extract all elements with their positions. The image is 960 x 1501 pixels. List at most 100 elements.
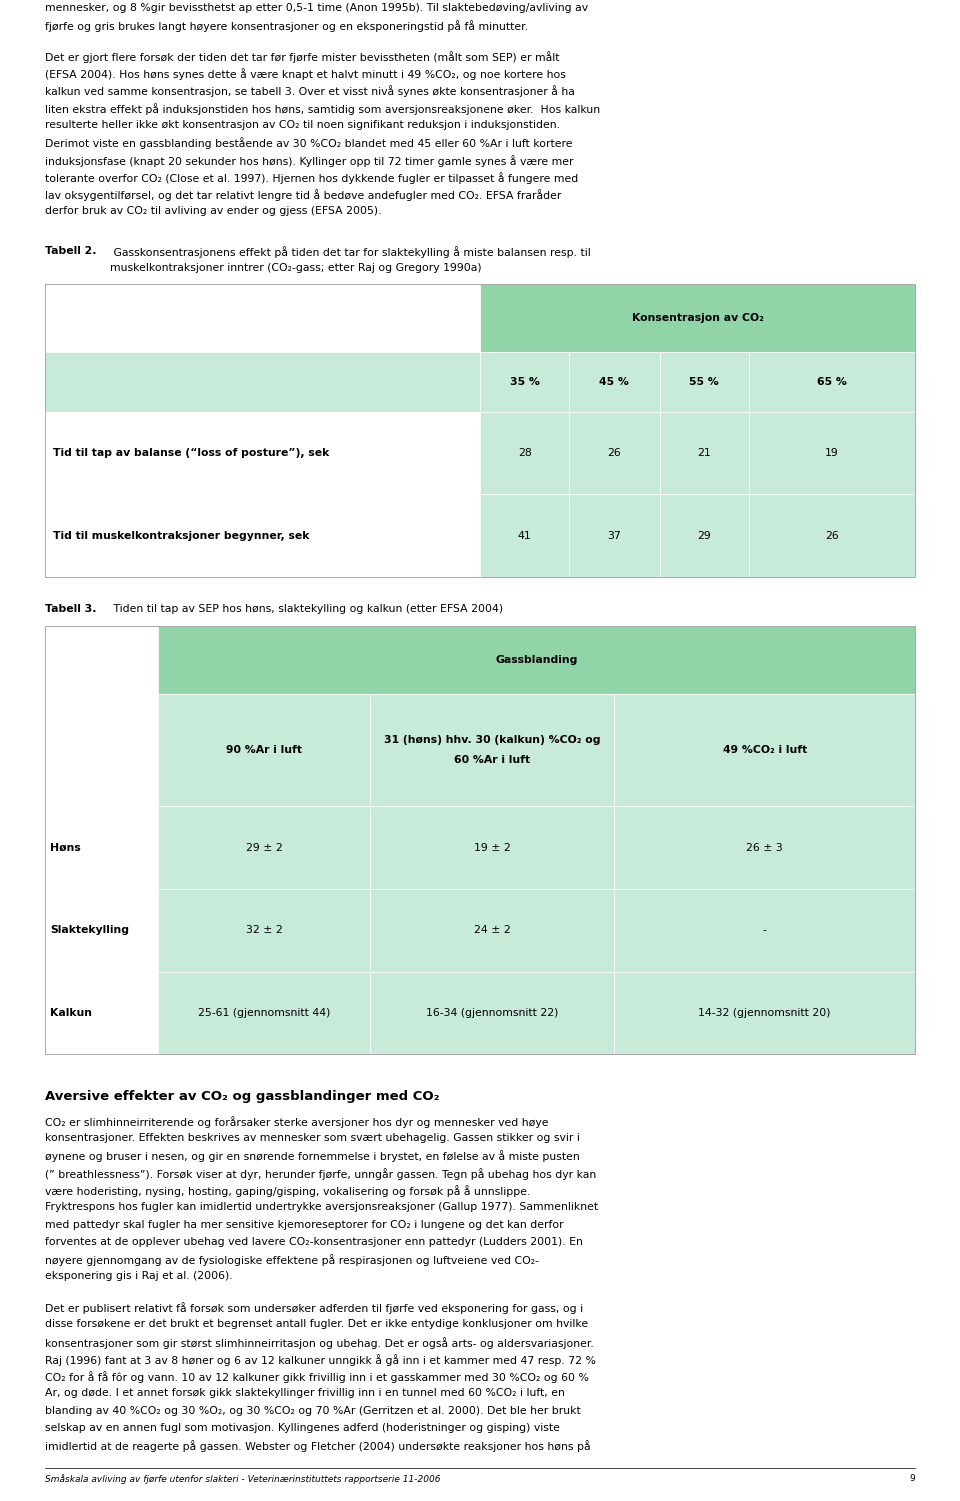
Text: med pattedyr skal fugler ha mer sensitive kjemoreseptorer for CO₂ i lungene og d: med pattedyr skal fugler ha mer sensitiv… xyxy=(45,1219,564,1229)
Text: 26: 26 xyxy=(608,447,621,458)
Text: 29 ± 2: 29 ± 2 xyxy=(246,842,282,853)
FancyBboxPatch shape xyxy=(45,351,480,411)
Text: 24 ± 2: 24 ± 2 xyxy=(473,925,511,935)
Text: Konsentrasjon av CO₂: Konsentrasjon av CO₂ xyxy=(632,312,763,323)
Text: 19 ± 2: 19 ± 2 xyxy=(473,842,511,853)
Text: Det er publisert relativt få forsøk som undersøker adferden til fjørfe ved ekspo: Det er publisert relativt få forsøk som … xyxy=(45,1301,584,1313)
Text: øynene og bruser i nesen, og gir en snørende fornemmelse i brystet, en følelse a: øynene og bruser i nesen, og gir en snør… xyxy=(45,1150,580,1162)
Text: konsentrasjoner. Effekten beskrives av mennesker som svært ubehagelig. Gassen st: konsentrasjoner. Effekten beskrives av m… xyxy=(45,1133,580,1144)
FancyBboxPatch shape xyxy=(45,971,158,1054)
Text: 16-34 (gjennomsnitt 22): 16-34 (gjennomsnitt 22) xyxy=(426,1007,558,1018)
Text: Tabell 2.: Tabell 2. xyxy=(45,246,97,257)
Text: Tabell 3.: Tabell 3. xyxy=(45,603,97,614)
Text: imidlertid at de reagerte på gassen. Webster og Fletcher (2004) undersøkte reaks: imidlertid at de reagerte på gassen. Web… xyxy=(45,1439,590,1451)
Text: 45 %: 45 % xyxy=(599,377,630,387)
Text: Tiden til tap av SEP hos høns, slaktekylling og kalkun (etter EFSA 2004): Tiden til tap av SEP hos høns, slaktekyl… xyxy=(110,603,504,614)
Text: 41: 41 xyxy=(517,530,532,540)
FancyBboxPatch shape xyxy=(660,494,749,576)
Text: Fryktrespons hos fugler kan imidlertid undertrykke aversjonsreaksjoner (Gallup 1: Fryktrespons hos fugler kan imidlertid u… xyxy=(45,1202,598,1213)
FancyBboxPatch shape xyxy=(660,351,749,411)
FancyBboxPatch shape xyxy=(614,889,915,971)
Text: 28: 28 xyxy=(517,447,532,458)
Text: Slaktekylling: Slaktekylling xyxy=(50,925,129,935)
Text: Aversive effekter av CO₂ og gassblandinger med CO₂: Aversive effekter av CO₂ og gassblanding… xyxy=(45,1090,440,1103)
FancyBboxPatch shape xyxy=(480,351,569,411)
Text: 25-61 (gjennomsnitt 44): 25-61 (gjennomsnitt 44) xyxy=(198,1007,330,1018)
Text: kalkun ved samme konsentrasjon, se tabell 3. Over et visst nivå synes økte konse: kalkun ved samme konsentrasjon, se tabel… xyxy=(45,86,575,98)
FancyBboxPatch shape xyxy=(749,494,915,576)
FancyBboxPatch shape xyxy=(614,693,915,806)
FancyBboxPatch shape xyxy=(45,411,480,494)
Text: Gassblanding: Gassblanding xyxy=(495,654,578,665)
Text: blanding av 40 %CO₂ og 30 %O₂, og 30 %CO₂ og 70 %Ar (Gerritzen et al. 2000). Det: blanding av 40 %CO₂ og 30 %O₂, og 30 %CO… xyxy=(45,1405,581,1415)
Text: Kalkun: Kalkun xyxy=(50,1007,92,1018)
Text: 26 ± 3: 26 ± 3 xyxy=(746,842,783,853)
Text: 29: 29 xyxy=(697,530,711,540)
FancyBboxPatch shape xyxy=(370,889,614,971)
FancyBboxPatch shape xyxy=(158,971,370,1054)
FancyBboxPatch shape xyxy=(480,411,569,494)
FancyBboxPatch shape xyxy=(158,806,370,889)
Text: 65 %: 65 % xyxy=(817,377,847,387)
Text: selskap av en annen fugl som motivasjon. Kyllingenes adferd (hoderistninger og g: selskap av en annen fugl som motivasjon.… xyxy=(45,1423,560,1433)
Text: 37: 37 xyxy=(608,530,621,540)
FancyBboxPatch shape xyxy=(45,889,158,971)
Text: Tid til muskelkontraksjoner begynner, sek: Tid til muskelkontraksjoner begynner, se… xyxy=(53,530,309,540)
Text: Småskala avliving av fjørfe utenfor slakteri - Veterinærinstituttets rapportseri: Småskala avliving av fjørfe utenfor slak… xyxy=(45,1474,441,1484)
Text: nøyere gjennomgang av de fysiologiske effektene på respirasjonen og luftveiene v: nøyere gjennomgang av de fysiologiske ef… xyxy=(45,1253,540,1265)
FancyBboxPatch shape xyxy=(370,971,614,1054)
FancyBboxPatch shape xyxy=(569,351,660,411)
Text: Tid til tap av balanse (“loss of posture”), sek: Tid til tap av balanse (“loss of posture… xyxy=(53,447,329,458)
Text: derfor bruk av CO₂ til avliving av ender og gjess (EFSA 2005).: derfor bruk av CO₂ til avliving av ender… xyxy=(45,206,382,216)
FancyBboxPatch shape xyxy=(370,806,614,889)
Text: Derimot viste en gassblanding bestående av 30 %CO₂ blandet med 45 eller 60 %Ar i: Derimot viste en gassblanding bestående … xyxy=(45,137,572,149)
Text: CO₂ er slimhinneirriterende og forårsaker sterke aversjoner hos dyr og mennesker: CO₂ er slimhinneirriterende og forårsake… xyxy=(45,1115,548,1127)
FancyBboxPatch shape xyxy=(480,494,569,576)
Text: tolerante overfor CO₂ (Close et al. 1997). Hjernen hos dykkende fugler er tilpas: tolerante overfor CO₂ (Close et al. 1997… xyxy=(45,171,578,183)
Text: 49 %CO₂ i luft: 49 %CO₂ i luft xyxy=(723,744,806,755)
Text: Ar, og døde. I et annet forsøk gikk slaktekyllinger frivillig inn i en tunnel me: Ar, og døde. I et annet forsøk gikk slak… xyxy=(45,1388,565,1399)
FancyBboxPatch shape xyxy=(158,889,370,971)
FancyBboxPatch shape xyxy=(569,411,660,494)
FancyBboxPatch shape xyxy=(660,411,749,494)
FancyBboxPatch shape xyxy=(749,351,915,411)
Text: fjørfe og gris brukes langt høyere konsentrasjoner og en eksponeringstid på få m: fjørfe og gris brukes langt høyere konse… xyxy=(45,21,528,32)
Text: (” breathlessness”). Forsøk viser at dyr, herunder fjørfe, unngår gassen. Tegn p: (” breathlessness”). Forsøk viser at dyr… xyxy=(45,1168,596,1180)
Text: 35 %: 35 % xyxy=(510,377,540,387)
Text: -: - xyxy=(762,925,767,935)
Text: 55 %: 55 % xyxy=(689,377,719,387)
Text: 19: 19 xyxy=(825,447,839,458)
Text: (EFSA 2004). Hos høns synes dette å være knapt et halvt minutt i 49 %CO₂, og noe: (EFSA 2004). Hos høns synes dette å være… xyxy=(45,68,566,80)
Text: liten ekstra effekt på induksjonstiden hos høns, samtidig som aversjonsreaksjone: liten ekstra effekt på induksjonstiden h… xyxy=(45,102,600,114)
FancyBboxPatch shape xyxy=(569,494,660,576)
Text: CO₂ for å få fôr og vann. 10 av 12 kalkuner gikk frivillig inn i et gasskammer m: CO₂ for å få fôr og vann. 10 av 12 kalku… xyxy=(45,1370,589,1382)
FancyBboxPatch shape xyxy=(158,626,915,693)
Text: 14-32 (gjennomsnitt 20): 14-32 (gjennomsnitt 20) xyxy=(698,1007,831,1018)
FancyBboxPatch shape xyxy=(480,284,915,351)
Text: 32 ± 2: 32 ± 2 xyxy=(246,925,282,935)
Text: 26: 26 xyxy=(825,530,839,540)
Text: 21: 21 xyxy=(697,447,711,458)
FancyBboxPatch shape xyxy=(45,693,158,806)
Text: resulterte heller ikke økt konsentrasjon av CO₂ til noen signifikant reduksjon i: resulterte heller ikke økt konsentrasjon… xyxy=(45,120,560,131)
Text: 9: 9 xyxy=(909,1474,915,1483)
Text: 31 (høns) hhv. 30 (kalkun) %CO₂ og: 31 (høns) hhv. 30 (kalkun) %CO₂ og xyxy=(384,735,600,744)
FancyBboxPatch shape xyxy=(370,693,614,806)
Text: Raj (1996) fant at 3 av 8 høner og 6 av 12 kalkuner unngikk å gå inn i et kammer: Raj (1996) fant at 3 av 8 høner og 6 av … xyxy=(45,1354,596,1366)
Text: Høns: Høns xyxy=(50,842,81,853)
Text: mennesker, og 8 %gir bevissthetst ap etter 0,5-1 time (Anon 1995b). Til slaktebe: mennesker, og 8 %gir bevissthetst ap ett… xyxy=(45,3,588,14)
Text: 60 %Ar i luft: 60 %Ar i luft xyxy=(454,755,530,766)
Text: lav oksygentilførsel, og det tar relativt lengre tid å bedøve andefugler med CO₂: lav oksygentilførsel, og det tar relativ… xyxy=(45,189,562,201)
FancyBboxPatch shape xyxy=(614,971,915,1054)
Text: forventes at de opplever ubehag ved lavere CO₂-konsentrasjoner enn pattedyr (Lud: forventes at de opplever ubehag ved lave… xyxy=(45,1237,583,1247)
FancyBboxPatch shape xyxy=(158,693,370,806)
Text: disse forsøkene er det brukt et begrenset antall fugler. Det er ikke entydige ko: disse forsøkene er det brukt et begrense… xyxy=(45,1319,588,1330)
Text: muskelkontraksjoner inntrer (CO₂-gass; etter Raj og Gregory 1990a): muskelkontraksjoner inntrer (CO₂-gass; e… xyxy=(110,263,482,273)
Text: konsentrasjoner som gir størst slimhinneirritasjon og ubehag. Det er også arts- : konsentrasjoner som gir størst slimhinne… xyxy=(45,1336,594,1348)
FancyBboxPatch shape xyxy=(749,411,915,494)
FancyBboxPatch shape xyxy=(45,284,480,351)
Text: induksjonsfase (knapt 20 sekunder hos høns). Kyllinger opp til 72 timer gamle sy: induksjonsfase (knapt 20 sekunder hos hø… xyxy=(45,155,574,167)
Text: være hoderisting, nysing, hosting, gaping/gisping, vokalisering og forsøk på å u: være hoderisting, nysing, hosting, gapin… xyxy=(45,1184,531,1196)
Text: 90 %Ar i luft: 90 %Ar i luft xyxy=(226,744,302,755)
Text: Det er gjort flere forsøk der tiden det tar før fjørfe mister bevisstheten (målt: Det er gjort flere forsøk der tiden det … xyxy=(45,51,560,63)
